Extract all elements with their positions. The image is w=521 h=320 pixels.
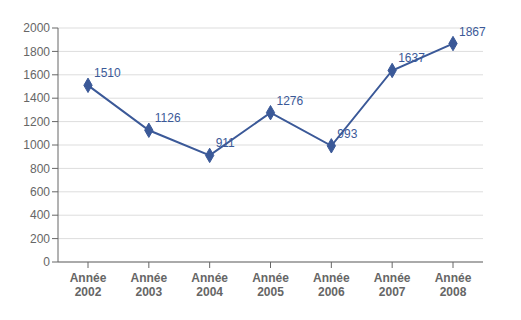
svg-text:400: 400 (30, 208, 50, 222)
svg-text:1126: 1126 (155, 111, 181, 125)
svg-text:1800: 1800 (23, 45, 50, 59)
svg-text:Année2007: Année2007 (374, 271, 411, 299)
svg-text:Année2005: Année2005 (252, 271, 289, 299)
svg-text:1600: 1600 (23, 68, 50, 82)
svg-text:1867: 1867 (459, 25, 486, 39)
svg-text:800: 800 (30, 162, 50, 176)
svg-text:200: 200 (30, 232, 50, 246)
svg-text:Année2006: Année2006 (313, 271, 350, 299)
svg-text:Année2008: Année2008 (435, 271, 472, 299)
svg-text:1000: 1000 (23, 138, 50, 152)
svg-text:1200: 1200 (23, 115, 50, 129)
svg-text:1637: 1637 (398, 51, 425, 65)
svg-text:2000: 2000 (23, 21, 50, 35)
svg-text:1510: 1510 (94, 66, 121, 80)
svg-text:0: 0 (43, 255, 50, 269)
svg-text:1276: 1276 (277, 94, 304, 108)
svg-text:1400: 1400 (23, 91, 50, 105)
svg-text:Année2003: Année2003 (130, 271, 167, 299)
svg-text:911: 911 (216, 136, 235, 150)
svg-text:Année2002: Année2002 (70, 271, 107, 299)
svg-text:Année2004: Année2004 (191, 271, 228, 299)
svg-text:993: 993 (337, 127, 357, 141)
svg-text:600: 600 (30, 185, 50, 199)
